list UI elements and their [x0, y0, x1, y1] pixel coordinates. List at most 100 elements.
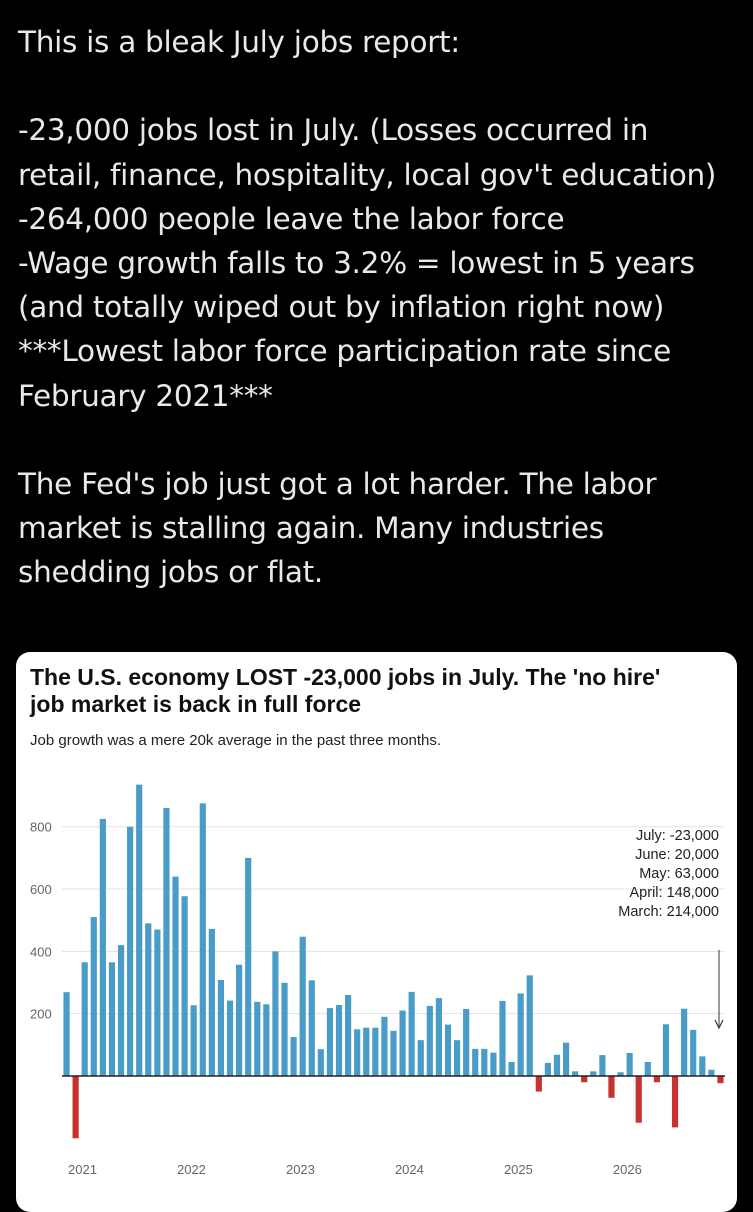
tweet-line: This is a bleak July jobs report: — [18, 25, 460, 59]
annotation-line: June: 20,000 — [635, 847, 719, 863]
bar-positive — [245, 857, 252, 1076]
tweet-blank-line — [18, 64, 733, 108]
bar-negative — [608, 1076, 615, 1098]
chart-title-line-1: The U.S. economy LOST -23,000 jobs in Ju… — [30, 664, 661, 690]
bar-positive — [599, 1055, 606, 1076]
bar-negative — [581, 1076, 588, 1083]
bar-positive — [90, 917, 97, 1076]
bar-positive — [463, 1009, 470, 1076]
bar-positive — [181, 896, 188, 1076]
chart-subtitle: Job growth was a mere 20k average in the… — [30, 732, 442, 749]
bar-positive — [254, 1001, 261, 1076]
bar-positive — [435, 998, 442, 1076]
bar-positive — [163, 808, 170, 1076]
bar-positive — [136, 784, 143, 1076]
bar-positive — [444, 1024, 452, 1076]
bar-positive — [572, 1071, 579, 1076]
bar-negative — [671, 1076, 679, 1128]
bar-positive — [562, 1042, 570, 1076]
bar-positive — [217, 980, 225, 1076]
bar-positive — [453, 1040, 461, 1076]
bar-positive — [326, 1008, 334, 1076]
tweet-line: (and totally wiped out by inflation righ… — [18, 290, 665, 325]
bar-positive — [426, 1005, 433, 1076]
bar-positive — [626, 1052, 633, 1076]
bar-positive — [681, 1008, 688, 1076]
x-tick-label: 2026 — [613, 1162, 642, 1177]
bar-positive — [335, 1004, 343, 1076]
tweet-blank-line — [18, 418, 733, 462]
bar-positive — [590, 1071, 597, 1076]
bar-positive — [708, 1069, 715, 1076]
bar-positive — [517, 993, 524, 1076]
tweet-text: This is a bleak July jobs report: -23,000… — [18, 20, 733, 594]
bar-positive — [381, 1016, 388, 1076]
bar-positive — [408, 991, 415, 1076]
bar-positive — [226, 1000, 234, 1076]
bar-positive — [699, 1056, 706, 1076]
y-tick-label: 600 — [30, 882, 52, 897]
bar-positive — [108, 962, 116, 1076]
bar-positive — [145, 923, 152, 1076]
x-tick-label: 2024 — [395, 1162, 424, 1177]
bar-negative — [535, 1076, 542, 1092]
annotation-line: March: 214,000 — [618, 904, 719, 920]
annotation-line: July: -23,000 — [636, 828, 719, 844]
bar-positive — [81, 962, 88, 1076]
bar-positive — [317, 1049, 324, 1076]
y-tick-label: 400 — [30, 944, 52, 959]
bar-positive — [345, 994, 352, 1076]
bar-positive — [481, 1048, 488, 1076]
x-tick-label: 2022 — [177, 1162, 206, 1177]
bar-positive — [372, 1027, 379, 1076]
bar-positive — [99, 818, 106, 1076]
x-tick-label: 2021 — [68, 1162, 97, 1177]
bar-positive — [190, 1005, 197, 1076]
annotation-arrow-head — [714, 1019, 724, 1030]
y-tick-label: 200 — [30, 1007, 52, 1022]
x-tick-label: 2023 — [286, 1162, 315, 1177]
bar-positive — [617, 1072, 624, 1076]
chart-card[interactable]: The U.S. economy LOST -23,000 jobs in Ju… — [16, 652, 737, 1212]
tweet-line: -Wage growth falls to 3.2% = lowest in 5… — [18, 245, 695, 280]
bar-positive — [63, 992, 70, 1076]
chart-title-line-2: job market is back in full force — [30, 691, 362, 717]
bar-positive — [690, 1029, 697, 1076]
bar-positive — [236, 964, 243, 1076]
bar-negative — [72, 1076, 79, 1139]
bar-positive — [208, 928, 215, 1076]
bar-positive — [172, 876, 179, 1076]
bar-positive — [644, 1061, 651, 1076]
bar-positive — [263, 1004, 270, 1076]
annotation-line: May: 63,000 — [639, 866, 719, 882]
tweet-line: market is stalling again. Many industrie… — [18, 511, 604, 546]
bar-positive — [117, 945, 125, 1076]
bar-positive — [354, 1029, 361, 1076]
bar-negative — [653, 1076, 660, 1083]
chart-title: The U.S. economy LOST -23,000 jobs in Ju… — [30, 664, 720, 718]
bar-positive — [490, 1052, 497, 1076]
bar-positive — [508, 1061, 515, 1076]
tweet-line: The Fed's job just got a lot harder. The… — [18, 466, 657, 501]
bar-chart: 200 400 600 800 2021 2022 2023 2024 2025 2026 July… — [30, 784, 725, 1177]
bar-positive — [472, 1048, 479, 1076]
bar-negative — [717, 1076, 724, 1084]
y-tick-label: 800 — [30, 820, 52, 835]
tweet-line: ***Lowest labor force participation rate… — [18, 334, 671, 369]
tweet-line: February 2021*** — [18, 378, 273, 413]
bar-positive — [281, 982, 288, 1076]
tweet-line: -264,000 people leave the labor force — [18, 201, 565, 236]
bar-positive — [290, 1037, 297, 1076]
bar-positive — [363, 1027, 370, 1076]
bar-positive — [390, 1030, 397, 1076]
bar-positive — [553, 1054, 561, 1076]
bar-positive — [399, 1010, 406, 1076]
bar-positive — [299, 936, 306, 1076]
bar-positive — [199, 803, 206, 1076]
bar-positive — [127, 826, 134, 1076]
bar-positive — [499, 1000, 506, 1076]
x-tick-label: 2025 — [504, 1162, 533, 1177]
bar-positive — [662, 1024, 670, 1076]
bar-positive — [417, 1040, 424, 1076]
tweet-line: retail, finance, hospitality, local gov'… — [18, 157, 717, 192]
